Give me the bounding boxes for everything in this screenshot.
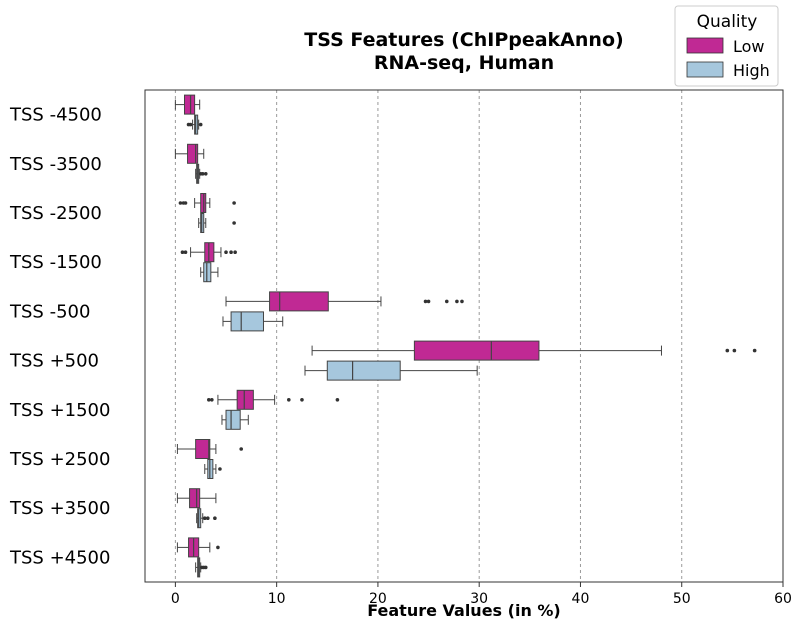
iqr-box: [225, 409, 241, 430]
iqr-box: [183, 94, 196, 115]
box-low-7: [176, 439, 244, 459]
outlier-point: [180, 250, 185, 254]
outlier-point: [202, 516, 207, 520]
outlier-point: [455, 299, 459, 304]
box-low-3: [180, 242, 237, 263]
box-high-4: [222, 311, 284, 332]
legend: Quality Low High: [674, 5, 779, 87]
legend-label-high: High: [733, 61, 770, 80]
iqr-box: [236, 389, 254, 410]
iqr-box: [269, 291, 329, 312]
outlier-point: [233, 250, 237, 254]
y-tick-label: TSS +500: [9, 351, 99, 372]
iqr-box: [189, 488, 201, 509]
box-high-6: [221, 409, 249, 430]
x-tick-label-10: 10: [268, 591, 286, 607]
outlier-point: [460, 299, 464, 304]
outlier-point: [300, 398, 304, 402]
outlier-point: [198, 122, 203, 127]
y-tick-label: TSS -2500: [9, 203, 102, 224]
y-tick-label: TSS -3500: [9, 154, 102, 175]
x-tick-label-20: 20: [369, 591, 387, 607]
outlier-point: [207, 398, 211, 402]
outlier-point: [213, 516, 217, 520]
legend-swatch-high: [686, 61, 724, 78]
outlier-point: [224, 250, 228, 254]
iqr-box: [195, 439, 211, 459]
outlier-point: [752, 348, 757, 353]
outlier-point: [725, 348, 730, 353]
outlier-point: [287, 398, 291, 402]
outlier-point: [178, 201, 183, 205]
x-axis-label: Feature Values (in %): [367, 601, 561, 620]
y-tick-label: TSS -500: [9, 301, 90, 322]
outlier-point: [426, 299, 431, 304]
y-tick-label: TSS -4500: [9, 105, 102, 126]
box-low-2: [178, 193, 236, 213]
outlier-point: [232, 201, 236, 205]
box-low-4: [225, 291, 464, 312]
box-high-3: [200, 262, 219, 283]
outlier-point: [203, 172, 208, 176]
x-tick-label-30: 30: [470, 591, 488, 607]
gridlines: [174, 90, 784, 582]
outlier-point: [229, 250, 233, 254]
chart-title: TSS Features (ChIPpeakAnno): [304, 29, 623, 51]
y-tick-label: TSS +2500: [9, 449, 110, 470]
box-low-8: [176, 488, 217, 509]
y-tick-labels: TSS -4500 TSS -3500 TSS -2500 TSS -1500 TSS …: [9, 105, 110, 569]
outlier-point: [205, 516, 210, 520]
outlier-point: [183, 201, 188, 205]
outlier-point: [216, 545, 220, 550]
box-low-0: [174, 94, 201, 115]
box-high-2: [198, 213, 236, 233]
box-low-1: [174, 143, 205, 164]
x-tick-label-50: 50: [673, 591, 691, 607]
legend-label-low: Low: [733, 37, 765, 56]
y-tick-label: TSS +3500: [9, 498, 110, 519]
box-high-5: [304, 360, 478, 381]
box-high-1: [195, 163, 208, 184]
box-low-6: [207, 389, 340, 410]
box-high-8: [196, 508, 217, 529]
x-tick-label-60: 60: [774, 591, 792, 607]
x-tick-label-0: 0: [171, 591, 180, 607]
legend-title: Quality: [697, 12, 758, 32]
x-tick-label-40: 40: [572, 591, 590, 607]
iqr-box: [187, 143, 199, 164]
outlier-point: [335, 398, 340, 402]
box-high-7: [204, 459, 222, 479]
outlier-point: [183, 250, 188, 254]
outlier-point: [232, 221, 236, 225]
box-low-9: [176, 537, 220, 558]
outlier-point: [200, 172, 205, 176]
outlier-point: [444, 299, 449, 304]
iqr-box: [326, 360, 401, 381]
x-tick-labels: 0 10 20 30 40 50 60: [171, 582, 792, 607]
y-tick-label: TSS -1500: [9, 252, 102, 273]
outlier-point: [423, 299, 428, 304]
outlier-point: [732, 348, 737, 353]
chart-subtitle: RNA-seq, Human: [374, 52, 554, 74]
iqr-box: [413, 340, 540, 361]
legend-swatch-low: [686, 37, 724, 54]
outlier-point: [203, 565, 208, 570]
outlier-point: [210, 398, 214, 402]
plot-frame: [144, 89, 784, 583]
y-tick-label: TSS +4500: [9, 547, 110, 568]
box-high-9: [195, 557, 208, 578]
box-high-0: [186, 114, 203, 135]
y-tick-label: TSS +1500: [9, 400, 110, 421]
box-low-5: [311, 340, 757, 361]
outlier-point: [239, 447, 244, 451]
outlier-point: [218, 467, 222, 471]
outlier-point: [188, 122, 193, 127]
iqr-box: [230, 311, 264, 332]
box-layer: [174, 94, 757, 578]
